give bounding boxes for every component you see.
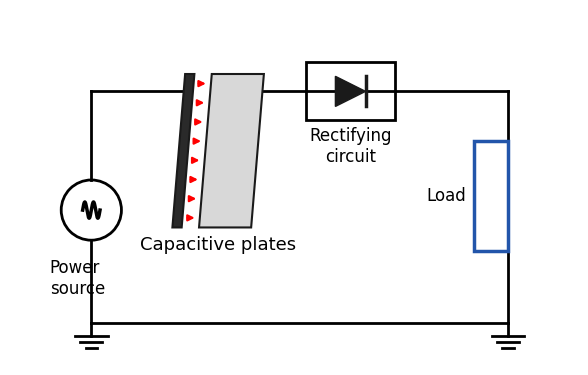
Polygon shape <box>199 74 264 228</box>
Text: Load: Load <box>427 187 466 205</box>
Text: Capacitive plates: Capacitive plates <box>139 236 296 254</box>
Text: Power
source: Power source <box>49 259 105 298</box>
Bar <box>306 62 395 120</box>
Text: Rectifying
circuit: Rectifying circuit <box>309 127 392 166</box>
Polygon shape <box>335 76 366 106</box>
Polygon shape <box>172 74 195 228</box>
Bar <box>473 141 508 250</box>
